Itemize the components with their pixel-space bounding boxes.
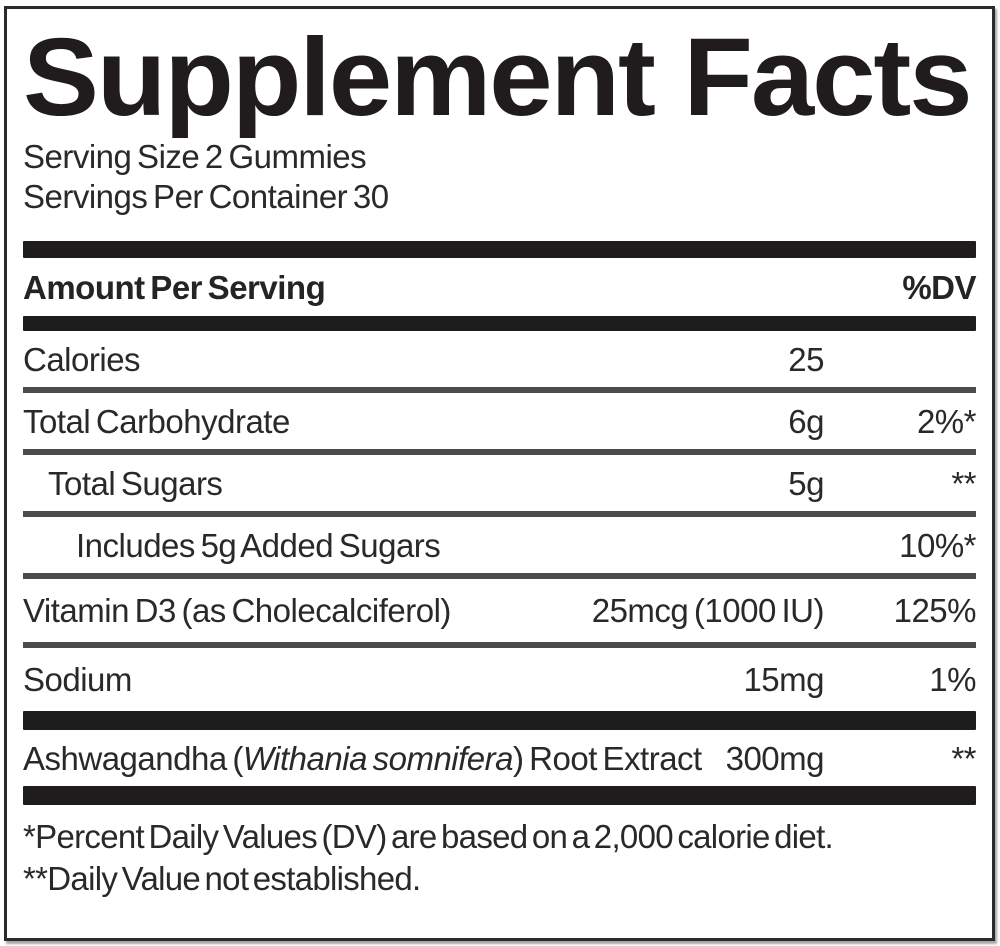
dv-header: %DV [902,269,977,306]
table-row-added-sugars: Includes 5g Added Sugars 10%* [23,517,977,573]
serving-size: Serving Size 2 Gummies [23,138,367,175]
nutrient-amount: 25mcg (1000 IU) [591,592,825,629]
nutrient-amount: 15mg [743,661,824,698]
row-divider [23,511,976,517]
nutrient-dv: 2%* [916,403,977,440]
thick-divider-middle [23,711,976,730]
nutrient-name-botanical: Withania somnifera [242,740,514,777]
serving-info: Serving Size 2 Gummies Servings Per Cont… [23,137,976,217]
panel-title-text: Supplement Facts [23,16,973,139]
table-row-calories: Calories 25 [23,331,976,387]
table-row-total-sugars: Total Sugars 5g ** [23,455,977,511]
row-divider [23,387,976,393]
table-row-total-carbohydrate: Total Carbohydrate 6g 2%* [23,393,977,449]
row-divider [23,642,976,648]
servings-per-container: Servings Per Container 30 [23,178,389,215]
nutrient-dv: ** [951,740,976,777]
row-divider [23,573,976,579]
table-header-row: Amount Per Serving %DV [23,258,977,316]
thick-divider-top [23,241,976,258]
nutrient-name: Vitamin D3 (as Cholecalciferol) [23,592,451,629]
nutrient-dv: 1% [929,661,976,698]
table-row-ashwagandha: Ashwagandha (Withania somnifera) Root Ex… [23,730,977,786]
nutrient-name: Total Carbohydrate [23,403,290,440]
nutrient-amount: 300mg [725,740,825,777]
panel-title: Supplement Facts [23,23,976,133]
nutrient-name-prefix: Ashwagandha ( [23,740,243,777]
nutrient-name: Ashwagandha (Withania somnifera) Root Ex… [23,740,726,777]
footnote-percent-dv: *Percent Daily Values (DV) are based on … [23,818,834,855]
nutrient-name: Total Sugars [48,465,223,502]
nutrient-amount: 25 [788,341,824,378]
nutrient-name: Sodium [23,661,132,698]
supplement-facts-panel: Supplement Facts Serving Size 2 Gummies … [4,6,995,941]
nutrient-name: Calories [23,341,141,378]
footnote-dv-not-established: **Daily Value not established. [23,860,421,897]
thick-divider-bottom [23,786,976,805]
nutrient-dv: 10%* [899,527,976,564]
footnotes: *Percent Daily Values (DV) are based on … [23,805,976,900]
nutrient-name: Includes 5g Added Sugars [76,527,441,564]
nutrient-dv: 125% [893,592,977,629]
thick-divider-header [23,316,976,331]
nutrient-amount: 5g [788,465,824,502]
amount-per-serving-header: Amount Per Serving [23,269,326,306]
table-row-vitamin-d3: Vitamin D3 (as Cholecalciferol) 25mcg (1… [23,579,977,642]
row-divider [23,449,976,455]
table-row-sodium: Sodium 15mg 1% [23,648,977,711]
nutrient-name-suffix: ) Root Extract [513,740,702,777]
nutrient-amount: 6g [788,403,824,440]
nutrient-dv: ** [951,465,976,502]
